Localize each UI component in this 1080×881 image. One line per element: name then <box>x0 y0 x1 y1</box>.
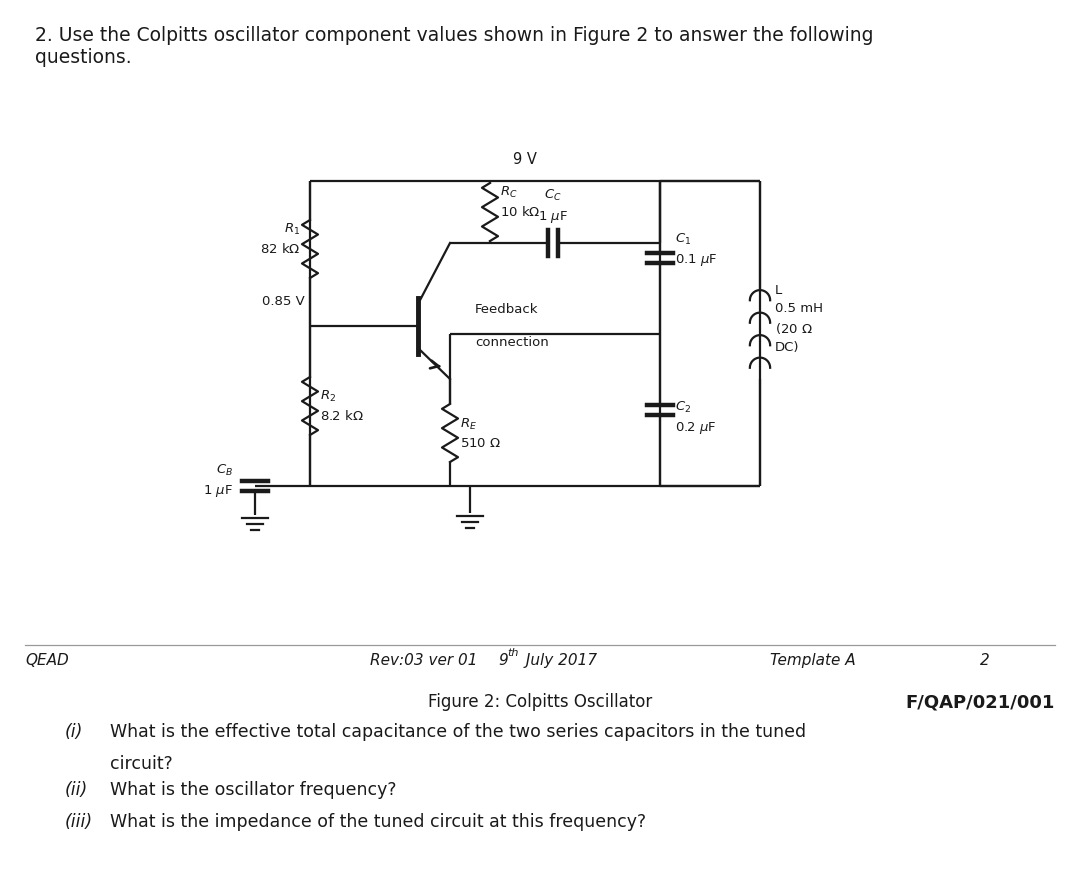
Text: Figure 2: Colpitts Oscillator: Figure 2: Colpitts Oscillator <box>428 693 652 711</box>
Text: th: th <box>507 648 518 658</box>
Text: (iii): (iii) <box>65 813 93 831</box>
Text: Feedback: Feedback <box>475 303 539 316</box>
Text: What is the impedance of the tuned circuit at this frequency?: What is the impedance of the tuned circu… <box>110 813 646 831</box>
Text: What is the effective total capacitance of the two series capacitors in the tune: What is the effective total capacitance … <box>110 723 806 741</box>
Text: $R_2$
8.2 k$\Omega$: $R_2$ 8.2 k$\Omega$ <box>320 389 364 423</box>
Text: $C_2$
0.2 $\mu$F: $C_2$ 0.2 $\mu$F <box>675 400 717 436</box>
Text: 9 V: 9 V <box>513 152 537 167</box>
Text: (ii): (ii) <box>65 781 89 799</box>
Text: 2: 2 <box>980 653 989 668</box>
Text: QEAD: QEAD <box>25 653 69 668</box>
Text: Template A: Template A <box>770 653 855 668</box>
Text: Rev:03 ver 01: Rev:03 ver 01 <box>370 653 477 668</box>
Text: L
0.5 mH
(20 $\Omega$
DC): L 0.5 mH (20 $\Omega$ DC) <box>775 284 823 354</box>
Text: 9: 9 <box>498 653 508 668</box>
Text: What is the oscillator frequency?: What is the oscillator frequency? <box>110 781 396 799</box>
Text: $R_1$
82 k$\Omega$: $R_1$ 82 k$\Omega$ <box>259 222 300 256</box>
Text: circuit?: circuit? <box>110 755 173 773</box>
Text: $C_B$
1 $\mu$F: $C_B$ 1 $\mu$F <box>203 463 233 500</box>
Text: July 2017: July 2017 <box>521 653 597 668</box>
Text: connection: connection <box>475 336 549 349</box>
Text: $R_C$
10 k$\Omega$: $R_C$ 10 k$\Omega$ <box>500 185 540 219</box>
Text: 0.85 V: 0.85 V <box>262 295 305 308</box>
Text: F/QAP/021/001: F/QAP/021/001 <box>906 693 1055 711</box>
Text: $C_C$
1 $\mu$F: $C_C$ 1 $\mu$F <box>538 189 568 225</box>
Text: 2. Use the Colpitts oscillator component values shown in Figure 2 to answer the : 2. Use the Colpitts oscillator component… <box>35 26 874 67</box>
Text: (i): (i) <box>65 723 83 741</box>
Text: $C_1$
0.1 $\mu$F: $C_1$ 0.1 $\mu$F <box>675 232 717 269</box>
Text: $R_E$
510 $\Omega$: $R_E$ 510 $\Omega$ <box>460 417 501 449</box>
